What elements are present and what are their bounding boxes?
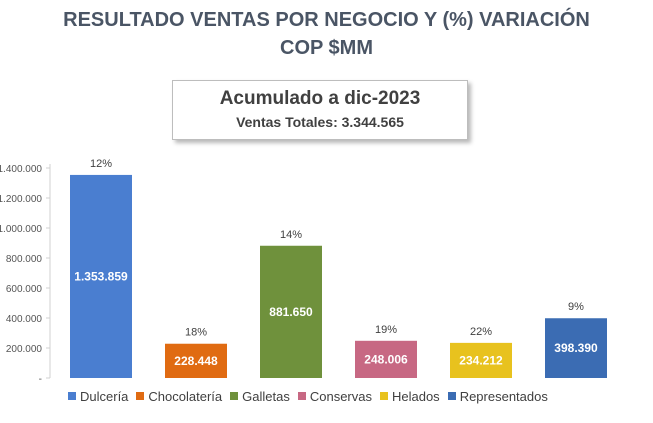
y-tick-label: -: [39, 374, 42, 385]
bar-helados: [450, 342, 512, 378]
legend-label: Conservas: [309, 388, 372, 404]
variation-label: 18%: [185, 327, 207, 339]
y-tick-label: 1.400.000: [0, 164, 42, 175]
bar-value-label: 881.650: [269, 305, 313, 319]
total-sales: Ventas Totales: 3.344.565: [236, 114, 404, 130]
bar-conservas: [355, 340, 417, 378]
variation-label: 22%: [470, 326, 492, 338]
y-tick-label: 600.000: [6, 284, 43, 295]
chart-subtitle: COP $MM: [280, 37, 373, 59]
bar-value-label: 1.353.859: [74, 269, 128, 283]
legend-item: Galletas: [230, 389, 290, 404]
y-tick-label: 800.000: [6, 254, 43, 265]
y-tick-label: 1.000.000: [0, 224, 42, 235]
bar-value-label: 228.448: [174, 354, 218, 368]
legend-swatch: [68, 392, 76, 400]
y-tick-label: 400.000: [6, 314, 43, 325]
bar-representados: [545, 318, 607, 378]
legend-label: Chocolatería: [148, 388, 223, 404]
y-tick-label: 200.000: [6, 344, 43, 355]
summary-heading: Acumulado a dic-2023: [219, 88, 421, 109]
legend-item: Dulcería: [68, 389, 128, 404]
summary-box: Acumulado a dic-2023 Ventas Totales: 3.3…: [172, 80, 468, 140]
bar-dulcería: [70, 174, 132, 378]
y-tick-label: 1.200.000: [0, 194, 42, 205]
chart-legend: Dulcería Chocolatería Galletas Conservas Hel…: [68, 386, 648, 406]
legend-label: Galletas: [242, 388, 290, 404]
variation-label: 9%: [568, 301, 584, 313]
legend-item: Representados: [447, 388, 548, 404]
legend-swatch: [447, 392, 456, 400]
variation-label: 19%: [375, 324, 397, 336]
legend-swatch: [230, 392, 239, 400]
legend-item: Chocolatería: [136, 389, 222, 404]
chart-title: RESULTADO VENTAS POR NEGOCIO Y (%) VARIA…: [63, 9, 590, 31]
legend-swatch: [297, 392, 306, 400]
legend-item: Conservas: [297, 388, 372, 404]
bar-galletas: [260, 245, 322, 378]
legend-label: Dulcería: [80, 388, 129, 404]
bar-chocolatería: [165, 343, 227, 378]
variation-label: 12%: [90, 158, 112, 170]
legend-label: Representados: [459, 388, 548, 404]
bar-value-label: 398.390: [554, 341, 598, 355]
legend-item: Helados: [379, 388, 440, 404]
legend-label: Helados: [391, 388, 440, 404]
legend-swatch: [136, 392, 145, 400]
variation-label: 14%: [280, 229, 302, 241]
bar-value-label: 234.212: [459, 353, 503, 367]
legend-swatch: [379, 392, 388, 400]
bar-value-label: 248.006: [364, 352, 408, 366]
